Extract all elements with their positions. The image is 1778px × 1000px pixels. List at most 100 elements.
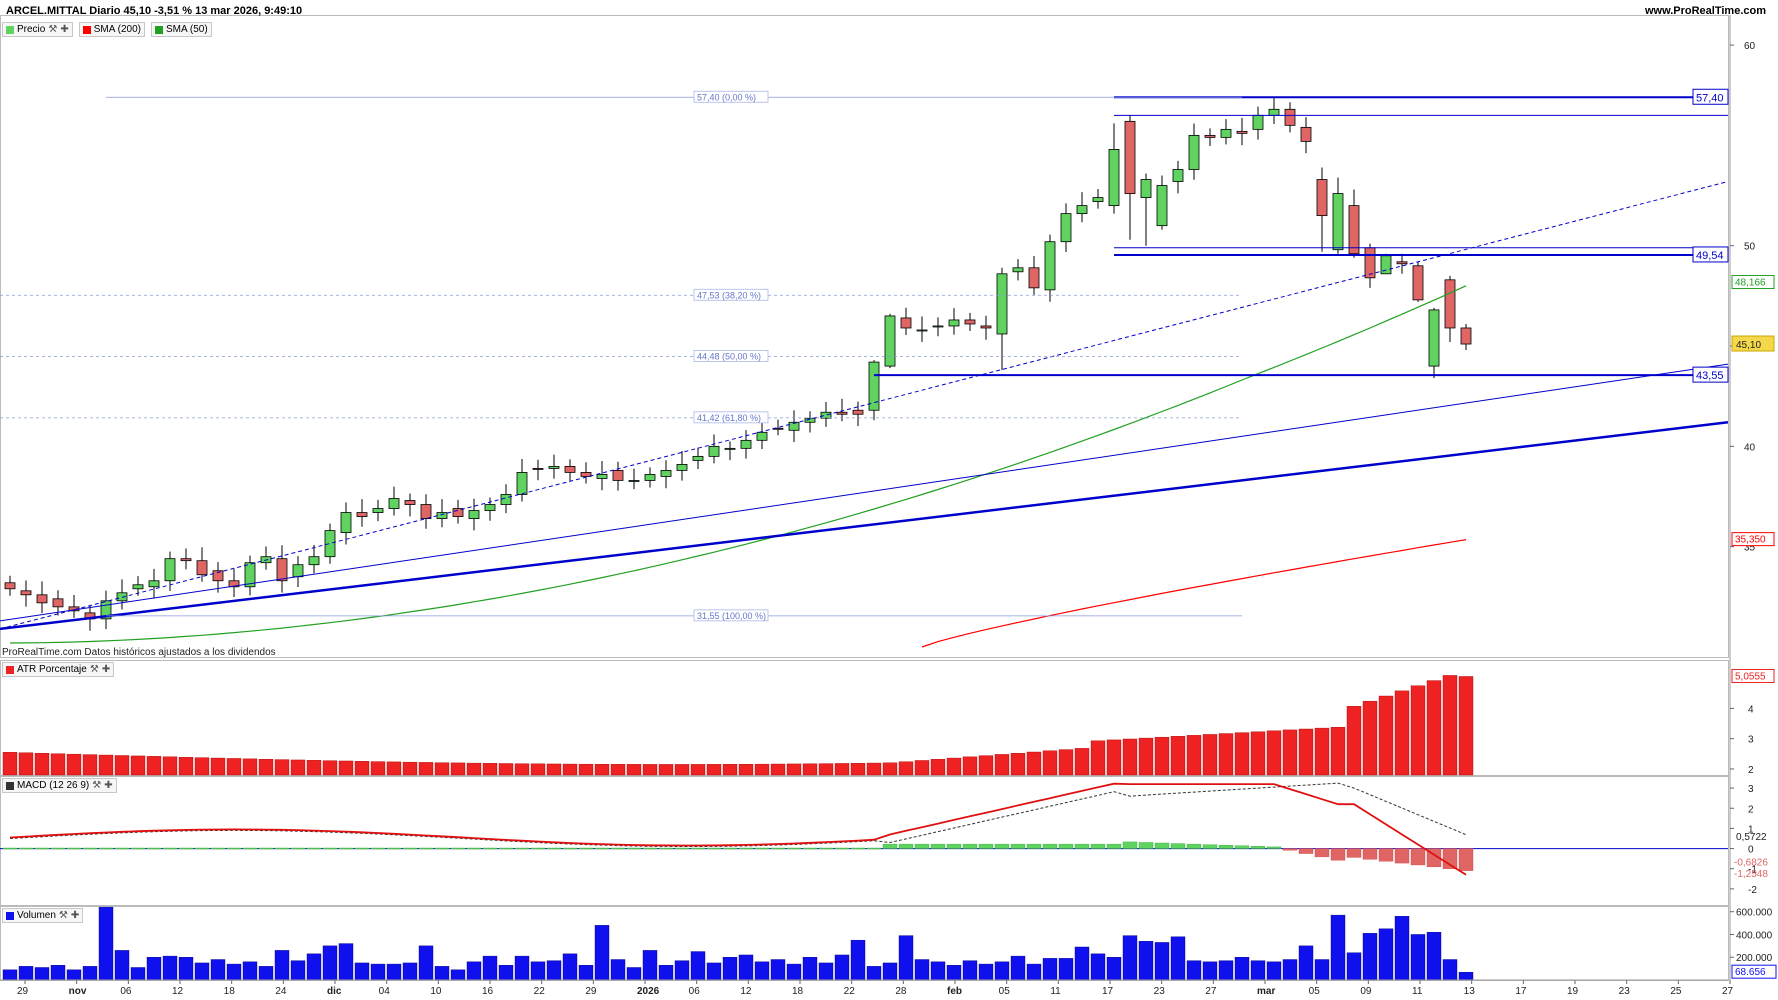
candle-body [164,558,176,582]
price-tick-label: 40 [1744,442,1756,453]
candle-body [580,472,592,477]
macd-histogram [2,841,1474,871]
volume-bar [1362,933,1378,981]
atr-bar [866,762,882,776]
candle-body [916,329,928,332]
volume-bar [242,961,258,981]
candle-body [1220,128,1232,138]
sma50-swatch [154,25,163,34]
atr-bar [1314,727,1330,776]
dashed-trendline [0,181,1729,630]
volume-bar [306,953,322,981]
volume-bar [338,943,354,981]
macd-hist-bar [1090,843,1106,849]
macd-hist-bar [2,847,18,850]
atr-bar [50,753,66,776]
macd-hist-bar [306,847,322,850]
volume-bar [370,963,386,981]
atr-bar [642,764,658,776]
volume-bar [706,962,722,981]
atr-bar [1026,751,1042,776]
macd-legend: MACD (12 26 9) ⚒ ✚ [2,778,117,793]
macd-hist-bar [98,847,114,850]
volume-bar [546,960,562,981]
candle-body [804,417,816,423]
volume-bar [162,955,178,981]
candle-body [20,590,32,596]
legend-sma50[interactable]: SMA (50) [150,22,212,37]
wrench-icon[interactable]: ⚒ [48,24,58,35]
site-link[interactable]: www.ProRealTime.com [1644,5,1766,17]
candle-body [36,594,48,604]
x-tick-label: 12 [740,986,752,997]
volume-bar [2,969,18,981]
volume-bar [690,951,706,981]
macd-hist-bar [50,847,66,850]
macd-hist-bar [1154,842,1170,849]
sma50-line [9,285,1467,644]
atr-value-box [1731,668,1775,683]
volume-bar [178,957,194,981]
volume-bar [210,959,226,981]
volume-bar [18,966,34,981]
macd-hist-bar [1218,845,1234,849]
volume-bar [1234,957,1250,981]
macd-hist-bar [626,847,642,850]
macd-hist-bar [1074,843,1090,849]
atr-bar [434,762,450,776]
x-tick-label: 22 [844,986,856,997]
atr-bar [322,760,338,776]
legend-sma200[interactable]: SMA (200) [78,22,145,37]
level-label: 57,40 [1696,92,1724,104]
fib-label-box [693,350,769,362]
plus-icon[interactable]: ✚ [101,664,111,675]
wrench-icon[interactable]: ⚒ [89,664,99,675]
legend-atr[interactable]: ATR Porcentaje ⚒ ✚ [2,662,115,677]
x-tick-label: 17 [1515,986,1527,997]
macd-hist-bar [562,847,578,850]
macd-hist-bar [770,847,786,850]
volume-tick-label: 200.000 [1736,953,1773,964]
volume-bar [930,961,946,981]
plus-icon[interactable]: ✚ [70,910,80,921]
candle-body [756,431,768,441]
volume-tick-label: 600.000 [1736,908,1773,919]
candle-body [1012,267,1024,273]
atr-tick-label: 4 [1748,704,1754,715]
volume-bar [658,965,674,981]
legend-price[interactable]: Precio ⚒ ✚ [2,22,73,37]
atr-bar [498,763,514,776]
macd-hist-bar [498,847,514,850]
fib-label: 31,55 (100,00 %) [697,611,766,621]
atr-bar [882,762,898,776]
macd-hist-bar [242,847,258,850]
legend-volume[interactable]: Volumen ⚒ ✚ [2,908,84,923]
legend-macd[interactable]: MACD (12 26 9) ⚒ ✚ [2,778,117,793]
volume-bar [674,960,690,981]
x-tick-label: 24 [275,986,287,997]
volume-bar [114,950,130,981]
volume-bar [434,966,450,981]
price-panel-frame [0,15,1729,658]
candle-body [436,512,448,519]
level-label-box [1692,88,1729,105]
macd-hist-bar [450,847,466,850]
atr-bar [1234,732,1250,776]
wrench-icon[interactable]: ⚒ [92,780,102,791]
wrench-icon[interactable]: ⚒ [58,910,68,921]
macd-hist-bar [1186,843,1202,849]
plus-icon[interactable]: ✚ [60,24,69,35]
volume-bar [834,954,850,981]
atr-bar [1282,729,1298,776]
legend-sma50-label: SMA (50) [165,24,208,35]
macd-hist-bar [114,847,130,850]
volume-bar [914,959,930,981]
macd-panel-frame [0,776,1729,906]
atr-bar [1330,726,1346,776]
volume-bar [1266,961,1282,981]
atr-tick-label: 3 [1748,735,1754,746]
plus-icon[interactable]: ✚ [104,780,113,791]
candle-body [244,562,256,588]
volume-bar [754,961,770,981]
atr-bar [530,763,546,776]
